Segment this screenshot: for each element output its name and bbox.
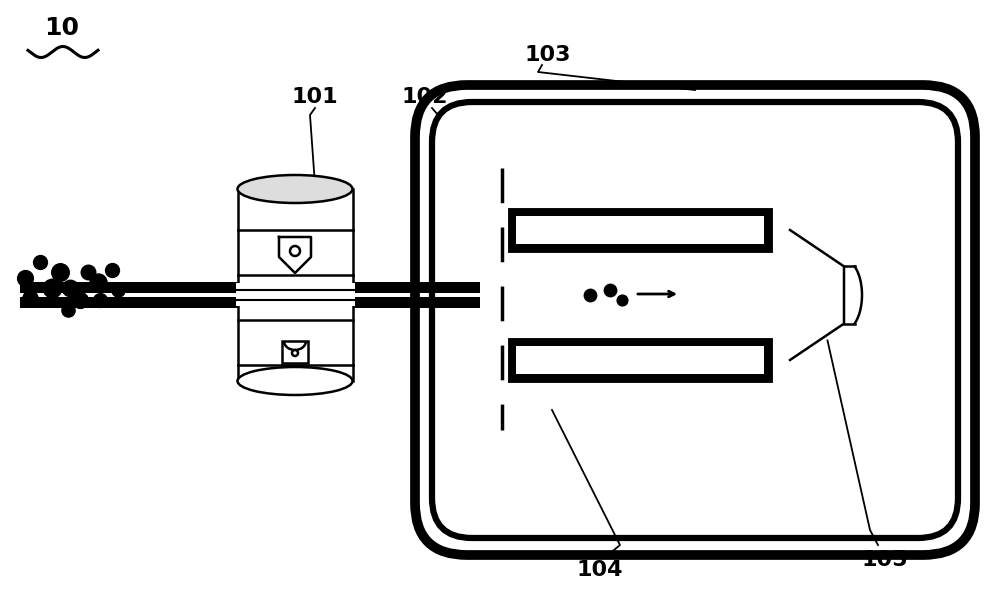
Bar — [516, 216, 764, 244]
Bar — [236, 283, 354, 306]
Point — [90, 277, 106, 287]
Point — [614, 296, 630, 305]
Point — [104, 265, 120, 275]
FancyBboxPatch shape — [432, 102, 958, 538]
Ellipse shape — [292, 350, 298, 356]
Point — [44, 283, 60, 293]
Point — [110, 285, 126, 295]
Point — [62, 283, 78, 293]
Bar — [282, 341, 308, 363]
Point — [582, 290, 598, 300]
Text: 101: 101 — [292, 87, 338, 107]
Point — [22, 293, 38, 303]
Point — [60, 305, 76, 315]
Point — [52, 267, 68, 277]
Text: 10: 10 — [44, 16, 80, 40]
Ellipse shape — [238, 175, 352, 203]
Point — [72, 296, 88, 305]
Text: 103: 103 — [525, 45, 571, 65]
FancyBboxPatch shape — [415, 85, 975, 555]
Point — [602, 285, 618, 295]
Ellipse shape — [238, 367, 352, 395]
Text: 105: 105 — [862, 550, 908, 570]
Bar — [510, 210, 770, 250]
Text: 102: 102 — [402, 87, 448, 107]
Text: 104: 104 — [577, 560, 623, 580]
Bar — [20, 297, 480, 308]
Point — [32, 257, 48, 267]
Bar — [238, 189, 352, 381]
Ellipse shape — [290, 246, 300, 256]
Point — [17, 273, 33, 283]
Point — [92, 296, 108, 305]
Point — [80, 267, 96, 277]
Bar — [510, 340, 770, 380]
Bar — [20, 282, 480, 293]
Bar — [516, 346, 764, 374]
